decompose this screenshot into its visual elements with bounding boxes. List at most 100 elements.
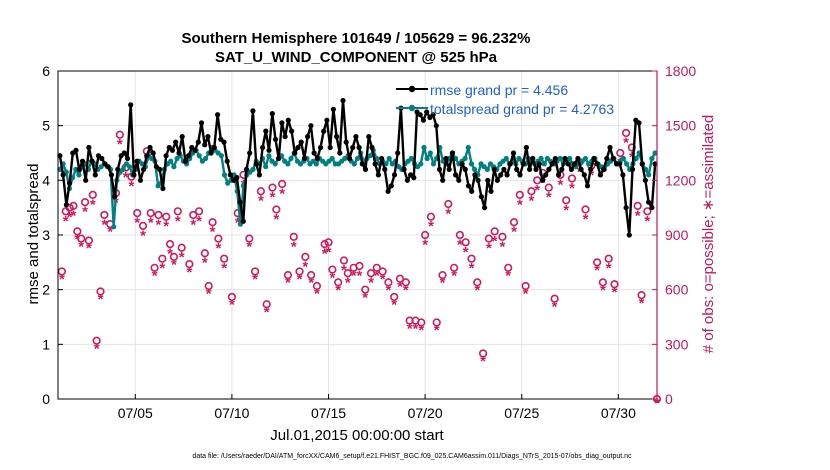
obs-possible-marker xyxy=(544,183,553,192)
rmse-point xyxy=(575,155,581,162)
obs-possible-marker xyxy=(401,278,410,287)
obs-assimilated-marker: * xyxy=(202,255,208,272)
obs-assimilated-marker: * xyxy=(629,149,635,166)
totalspread-point xyxy=(468,161,475,167)
obs-assimilated-marker: * xyxy=(368,275,374,292)
rmse-point xyxy=(192,147,198,153)
rmse-point xyxy=(388,183,394,189)
rmse-point xyxy=(498,172,504,178)
obs-possible-marker xyxy=(355,261,364,271)
rmse-point xyxy=(520,161,526,167)
ticks: 07/05 07/10 07/15 07/20 07/25 07/30 0 1 2 3 4 5 6 0 30… xyxy=(42,63,696,421)
totalspread-point xyxy=(541,161,547,167)
totalspread-point xyxy=(354,155,361,162)
obs-possible-marker xyxy=(301,252,310,261)
obs-possible-marker xyxy=(283,270,293,280)
obs-assimilated-marker: * xyxy=(210,224,216,241)
totalspread-point xyxy=(567,155,573,162)
obs-possible-marker xyxy=(227,292,237,302)
obs-assimilated-marker: * xyxy=(326,244,332,261)
obs-assimilated-marker: * xyxy=(563,202,569,219)
obs-assimilated-marker: * xyxy=(129,178,135,195)
y-right-tick-label: 1200 xyxy=(665,172,696,188)
obs-possible-marker xyxy=(421,230,430,240)
rmse-point xyxy=(317,144,324,151)
obs-assimilated-marker: * xyxy=(457,236,463,253)
totalspread-point xyxy=(462,155,468,162)
rmse-point xyxy=(186,153,192,159)
obs-assimilated-marker: * xyxy=(403,282,409,299)
rmse-point xyxy=(173,139,179,145)
obs-assimilated-marker: * xyxy=(345,275,351,292)
obs-possible-marker xyxy=(158,254,167,263)
totalspread-point xyxy=(484,166,490,172)
rmse-point xyxy=(362,166,369,172)
rmse-point xyxy=(340,97,346,104)
rmse-point xyxy=(411,175,417,181)
totalspread-point xyxy=(127,164,133,170)
obs-assimilated-marker: * xyxy=(117,136,123,153)
rmse-point xyxy=(433,123,439,129)
obs-assimilated-marker: * xyxy=(167,246,173,263)
rmse-point xyxy=(314,155,320,162)
obs-assimilated-marker: * xyxy=(235,215,241,232)
rmse-point xyxy=(610,155,616,162)
rmse-point xyxy=(99,155,105,162)
rmse-point xyxy=(578,166,584,172)
rmse-point xyxy=(285,117,291,123)
rmse-point xyxy=(507,161,513,167)
y-left-tick-label: 3 xyxy=(42,227,50,243)
obs-possible-marker xyxy=(395,274,405,283)
obs-assimilated-marker: * xyxy=(511,224,517,241)
obs-possible-marker xyxy=(567,174,577,183)
obs-possible-marker xyxy=(262,300,271,309)
obs-assimilated-marker: * xyxy=(422,236,428,253)
obs-assimilated-marker: * xyxy=(148,215,154,232)
rmse-point xyxy=(424,109,430,115)
obs-possible-marker xyxy=(204,281,213,291)
obs-assimilated-marker: * xyxy=(569,180,575,197)
totalspread-point xyxy=(620,155,627,162)
obs-possible-marker xyxy=(88,190,97,200)
obs-possible-marker xyxy=(426,212,436,221)
obs-assimilated-marker: * xyxy=(505,267,511,284)
obs-assimilated-marker: * xyxy=(74,231,80,248)
rmse-point xyxy=(597,172,604,178)
rmse-point xyxy=(337,150,343,156)
rmse-point xyxy=(198,120,205,126)
obs-possible-marker xyxy=(84,236,94,245)
obs-assimilated-marker: * xyxy=(279,185,285,202)
rmse-point xyxy=(208,150,214,156)
rmse-point xyxy=(446,166,452,172)
rmse-point xyxy=(449,150,455,156)
rmse-point xyxy=(234,175,240,181)
obs-assimilated-marker: * xyxy=(206,286,212,303)
rmse-point xyxy=(157,166,163,172)
obs-possible-marker xyxy=(334,278,343,287)
y-left-tick-label: 4 xyxy=(42,172,50,188)
obs-possible-marker xyxy=(490,227,499,236)
footer-note: data file: /Users/raeder/DAI/ATM_forcXX/… xyxy=(192,453,632,460)
rmse-point xyxy=(649,205,655,211)
rmse-point xyxy=(591,155,597,162)
rmse-point xyxy=(301,155,307,162)
y-right-tick-label: 0 xyxy=(665,391,673,407)
obs-possible-marker xyxy=(162,212,171,221)
obs-assimilated-marker: * xyxy=(71,207,77,224)
obs-assimilated-marker: * xyxy=(90,196,96,213)
obs-assimilated-marker: * xyxy=(98,291,104,308)
rmse-point xyxy=(465,183,472,189)
obs-possible-marker xyxy=(643,207,652,216)
rmse-point xyxy=(417,112,423,118)
x-tick-label: 07/15 xyxy=(311,405,346,421)
obs-possible-marker xyxy=(173,207,182,216)
rmse-point xyxy=(588,166,594,172)
totalspread-point xyxy=(582,155,589,162)
rmse-point xyxy=(112,194,118,200)
obs-possible-marker xyxy=(200,249,209,258)
y-right-tick-label: 600 xyxy=(665,282,689,298)
obs-assimilated-marker: * xyxy=(480,353,486,370)
rmse-point xyxy=(478,194,484,200)
obs-possible-marker xyxy=(169,252,179,261)
